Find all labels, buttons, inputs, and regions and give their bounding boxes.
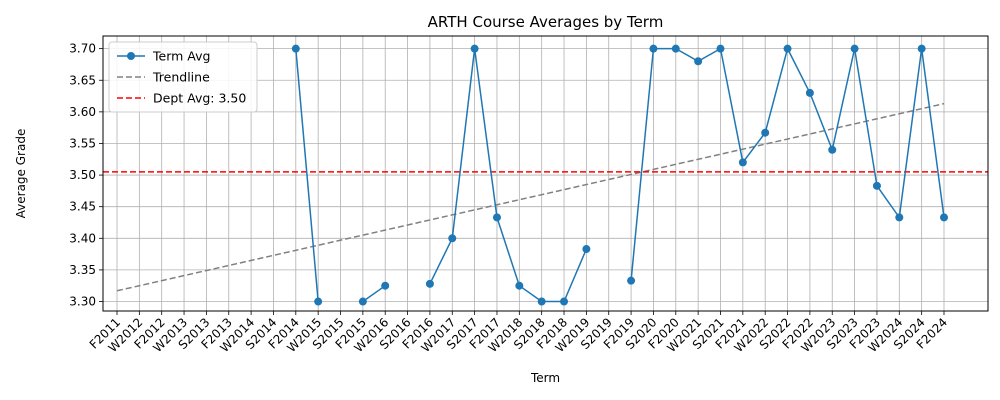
legend: Term Avg Trendline Dept Avg: 3.50: [108, 41, 258, 113]
y-tick-label: 3.70: [69, 42, 96, 56]
legend-label: Term Avg: [152, 49, 210, 64]
y-tick-label: 3.30: [69, 295, 96, 309]
term-avg-line: [295, 48, 319, 302]
term-avg-point: [671, 44, 680, 53]
y-tick-label: 3.60: [69, 105, 96, 119]
term-avg-point: [872, 181, 881, 190]
term-avg-point: [828, 145, 837, 154]
term-avg-point: [738, 158, 747, 167]
term-avg-point: [425, 279, 434, 288]
legend-label: Trendline: [152, 70, 210, 85]
y-tick-label: 3.35: [69, 263, 96, 277]
y-tick-label: 3.65: [69, 73, 96, 87]
y-tick-label: 3.50: [69, 168, 96, 182]
term-avg-point: [492, 213, 501, 222]
term-avg-point: [582, 245, 591, 254]
term-avg-point: [895, 213, 904, 222]
x-axis-ticks: F2011W2012F2012W2013S2013F2013W2014S2014…: [87, 311, 950, 355]
term-avg-point: [515, 281, 524, 290]
term-avg-point: [560, 297, 569, 306]
term-avg-point: [314, 297, 323, 306]
term-avg-point: [805, 88, 814, 97]
y-axis-label: Average Grade: [14, 129, 28, 219]
term-avg-point: [649, 44, 658, 53]
legend-entry: Dept Avg: 3.50: [117, 91, 246, 106]
term-avg-point: [716, 44, 725, 53]
term-avg-line: [362, 285, 386, 303]
term-avg-point: [470, 44, 479, 53]
trendline: [116, 102, 945, 292]
term-avg-point: [448, 234, 457, 243]
y-axis-ticks: 3.30 3.35 3.40 3.45 3.50 3.55 3.60 3.65 3.70: [69, 42, 103, 309]
term-avg-point: [940, 213, 948, 222]
x-axis-label: Term: [530, 371, 560, 385]
chart-title: ARTH Course Averages by Term: [428, 13, 664, 31]
y-tick-label: 3.40: [69, 231, 96, 245]
term-avg-point: [627, 276, 636, 285]
term-avg-point: [381, 281, 390, 290]
legend-box: [108, 41, 258, 113]
y-tick-label: 3.45: [69, 200, 96, 214]
legend-entry: Term Avg: [117, 49, 210, 64]
term-avg-point: [358, 297, 367, 306]
y-tick-label: 3.55: [69, 136, 96, 150]
series-layer: [103, 44, 988, 306]
term-avg-point: [850, 44, 859, 53]
term-avg-point: [917, 44, 926, 53]
term-avg-point: [783, 44, 792, 53]
plot-frame: [102, 35, 989, 312]
legend-marker: [127, 52, 135, 60]
legend-entry: Trendline: [117, 70, 210, 85]
term-avg-point: [761, 128, 770, 137]
legend-label: Dept Avg: 3.50: [153, 91, 246, 106]
term-avg-point: [537, 297, 546, 306]
term-avg-point: [694, 57, 703, 66]
term-avg-point: [291, 44, 300, 53]
